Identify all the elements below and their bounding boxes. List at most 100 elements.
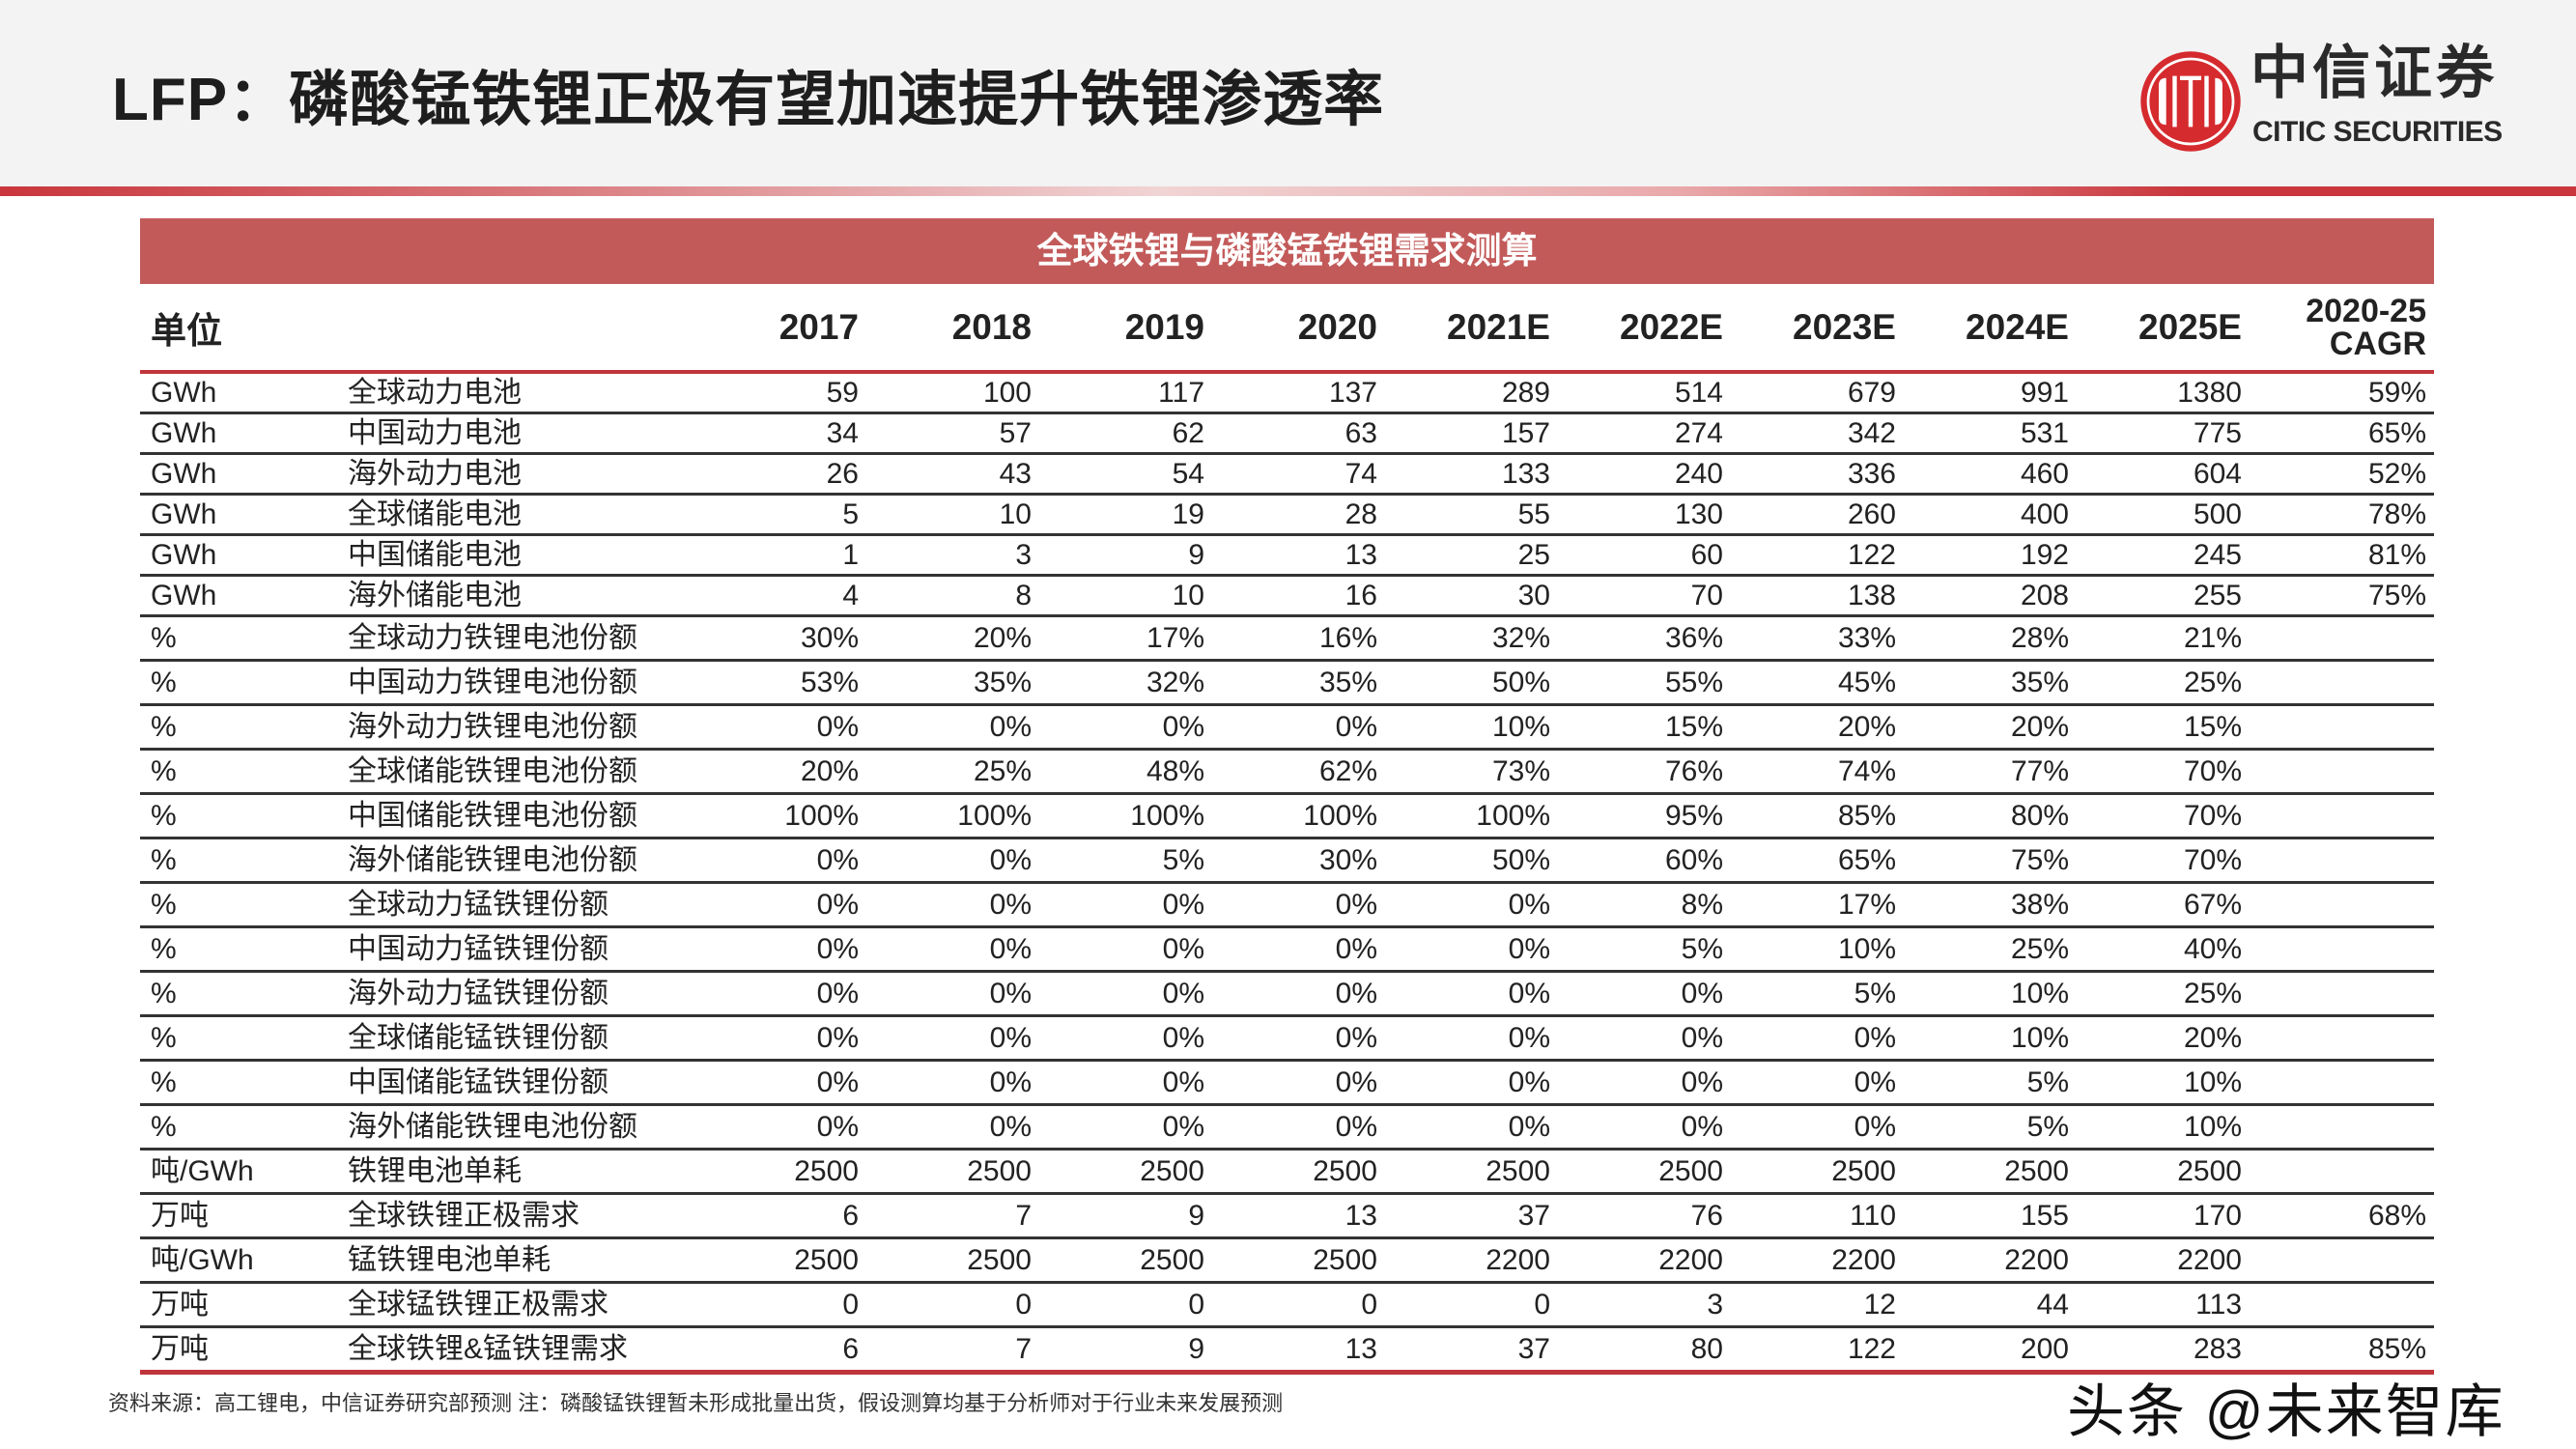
cell-value: 775 xyxy=(2193,416,2242,449)
cell-value: 80 xyxy=(1690,1332,1723,1365)
cell-value: 604 xyxy=(2193,457,2242,490)
cell-value: 0% xyxy=(1508,977,1550,1009)
cell-value: 5% xyxy=(2026,1065,2069,1098)
row-unit: 万吨 xyxy=(151,1332,209,1365)
cell-value: 122 xyxy=(1847,1332,1896,1365)
cell-value: 2500 xyxy=(2004,1154,2069,1187)
cell-value: 0% xyxy=(989,977,1032,1009)
cell-value: 289 xyxy=(1501,376,1550,409)
cell-value: 55 xyxy=(1517,497,1550,530)
cell-value: 208 xyxy=(2020,579,2069,611)
cell-value: 0% xyxy=(816,1021,859,1054)
cell-value: 10% xyxy=(2010,977,2069,1009)
table-row: 万吨 全球铁锂正极需求 6 7 9 13 37 76 110 155 170 68% xyxy=(140,1195,2434,1239)
cell-value: 30 xyxy=(1517,579,1550,611)
table-row: % 海外动力铁锂电池份额 0% 0% 0% 0% 10% 15% 20% 20% 15% xyxy=(140,706,2434,751)
cell-value: 117 xyxy=(1158,376,1204,409)
cell-value: 5% xyxy=(1681,932,1723,965)
footnote: 资料来源：高工锂电，中信证券研究部预测 注：磷酸锰铁锂暂未形成批量出货，假设测算… xyxy=(108,1391,1284,1415)
cell-value: 13 xyxy=(1345,538,1377,571)
row-label: 海外储能铁锂电池份额 xyxy=(348,843,637,876)
cell-value: 133 xyxy=(1501,457,1550,490)
cell-value: 10 xyxy=(999,497,1032,530)
cell-value: 5 xyxy=(842,497,859,530)
cell-value: 9 xyxy=(1188,538,1204,571)
cell-value: 85% xyxy=(1837,799,1896,832)
col-header: 2019 xyxy=(1124,306,1204,347)
cell-value: 26 xyxy=(826,457,859,490)
cell-value: 10% xyxy=(1491,710,1550,743)
cell-value: 13 xyxy=(1345,1199,1377,1232)
cell-value: 74% xyxy=(1837,754,1896,787)
cell-value: 0% xyxy=(1162,1110,1204,1143)
cell-value: 2200 xyxy=(1658,1243,1723,1276)
row-label: 中国动力铁锂电池份额 xyxy=(348,666,637,698)
cell-value: 40% xyxy=(2183,932,2242,965)
table-row: % 全球储能铁锂电池份额 20% 25% 48% 62% 73% 76% 74% 77% 70% xyxy=(140,751,2434,795)
col-header: 2017 xyxy=(778,306,859,347)
cell-value: 0% xyxy=(1162,977,1204,1009)
cell-value: 48% xyxy=(1146,754,1204,787)
cell-value: 0% xyxy=(816,932,859,965)
cell-value: 20% xyxy=(2183,1021,2242,1054)
cell-value: 10% xyxy=(2010,1021,2069,1054)
row-label: 中国动力电池 xyxy=(348,416,522,449)
cell-value: 34 xyxy=(826,416,859,449)
row-label: 锰铁锂电池单耗 xyxy=(348,1243,551,1276)
cell-value: 10% xyxy=(2183,1110,2242,1143)
row-unit: % xyxy=(151,843,177,876)
cell-value: 63 xyxy=(1345,416,1377,449)
cell-value: 0% xyxy=(816,977,859,1009)
cell-value: 0% xyxy=(989,888,1032,921)
page-title: LFP：磷酸锰铁锂正极有望加速提升铁锂渗透率 xyxy=(112,67,1385,133)
cell-value: 70% xyxy=(2183,799,2242,832)
cell-value: 0% xyxy=(1854,1110,1896,1143)
cell-value: 138 xyxy=(1847,579,1896,611)
cell-cagr: 65% xyxy=(2367,416,2426,449)
table-row: % 中国储能铁锂电池份额 100% 100% 100% 100% 100% 95% 85% 80%… xyxy=(140,795,2434,839)
table-row: GWh 中国储能电池 1 3 9 13 25 60 122 192 245 81% xyxy=(140,536,2434,577)
cell-value: 2500 xyxy=(1313,1243,1377,1276)
cell-value: 0% xyxy=(1508,1021,1550,1054)
cell-value: 0% xyxy=(989,843,1032,876)
cell-value: 5% xyxy=(2026,1110,2069,1143)
row-label: 海外动力锰铁锂份额 xyxy=(348,977,609,1009)
cell-value: 0% xyxy=(1162,888,1204,921)
table-body: GWh 全球动力电池 59 100 117 137 289 514 679 991 1380 59% G… xyxy=(140,374,2434,1375)
cell-value: 80% xyxy=(2010,799,2069,832)
cell-value: 130 xyxy=(1674,497,1723,530)
cell-value: 67% xyxy=(2183,888,2242,921)
cell-value: 57 xyxy=(999,416,1032,449)
cell-value: 0% xyxy=(1335,710,1377,743)
watermark: 头条 @未来智库 xyxy=(2067,1379,2505,1444)
cell-value: 192 xyxy=(2020,538,2069,571)
table-row: 吨/GWh 锰铁锂电池单耗 2500 2500 2500 2500 2200 2200 2200… xyxy=(140,1239,2434,1284)
table-row: % 中国动力铁锂电池份额 53% 35% 32% 35% 50% 55% 45% 35% 25% xyxy=(140,662,2434,706)
cell-value: 2500 xyxy=(1140,1243,1204,1276)
cell-value: 0% xyxy=(989,1110,1032,1143)
cell-value: 500 xyxy=(2193,497,2242,530)
row-label: 全球铁锂正极需求 xyxy=(348,1199,580,1232)
row-label: 海外动力电池 xyxy=(348,457,522,490)
cell-value: 8 xyxy=(1015,579,1032,611)
cell-value: 100% xyxy=(784,799,859,832)
cell-value: 2200 xyxy=(2177,1243,2242,1276)
cell-value: 9 xyxy=(1188,1332,1204,1365)
cell-value: 100% xyxy=(1303,799,1377,832)
cell-value: 2500 xyxy=(1313,1154,1377,1187)
row-label: 中国动力锰铁锂份额 xyxy=(348,932,609,965)
cell-value: 0% xyxy=(989,932,1032,965)
row-label: 海外储能铁锂电池份额 xyxy=(348,1110,637,1143)
row-label: 全球动力锰铁锂份额 xyxy=(348,888,609,921)
row-label: 全球储能铁锂电池份额 xyxy=(348,754,637,787)
cell-value: 100 xyxy=(982,376,1032,409)
row-label: 海外储能电池 xyxy=(348,579,522,611)
cell-value: 25% xyxy=(2183,977,2242,1009)
row-unit: % xyxy=(151,621,177,654)
row-label: 全球储能锰铁锂份额 xyxy=(348,1021,609,1054)
table-row: 万吨 全球锰铁锂正极需求 0 0 0 0 0 3 12 44 113 xyxy=(140,1284,2434,1328)
cagr-header: 2020-25 CAGR xyxy=(2242,295,2434,360)
cell-value: 25 xyxy=(1517,538,1550,571)
table-row: 吨/GWh 铁锂电池单耗 2500 2500 2500 2500 2500 2500 2500 2… xyxy=(140,1151,2434,1195)
cell-value: 76% xyxy=(1664,754,1723,787)
